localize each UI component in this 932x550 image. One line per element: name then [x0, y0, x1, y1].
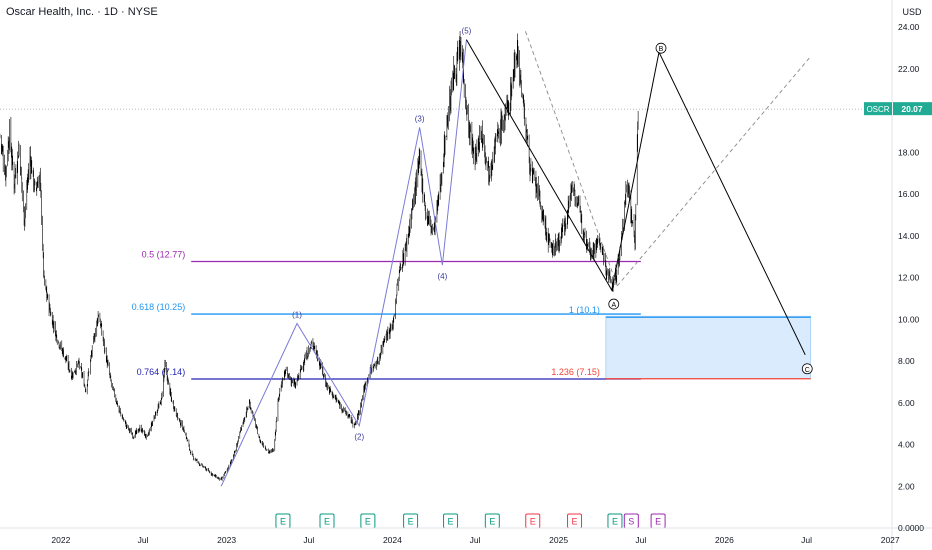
- time-tick-label: Jul: [801, 535, 812, 545]
- time-tick-label: 2027: [881, 535, 900, 545]
- correction-wave-label: A: [611, 302, 616, 309]
- target-zone: [605, 315, 812, 380]
- price-tick-label: 4.00: [898, 440, 915, 450]
- ticker-badge: [864, 102, 892, 116]
- price-tick-label: 14.00: [898, 231, 920, 241]
- time-tick-label: 2026: [715, 535, 734, 545]
- title-separator: ·: [97, 6, 101, 18]
- impulse-wave-label: (2): [354, 433, 364, 442]
- price-tick-label: 22.00: [898, 64, 920, 74]
- impulse-wave-label: (5): [462, 27, 472, 36]
- time-tick-label: 2025: [549, 535, 568, 545]
- exchange-label: NYSE: [127, 6, 158, 18]
- price-tick-label: 6.00: [898, 398, 915, 408]
- correction-wave-marker: [801, 363, 813, 375]
- chart-title: Oscar Health, Inc. · 1D · NYSE: [6, 6, 158, 18]
- earnings-marker-label: E: [448, 517, 454, 527]
- currency-label[interactable]: USD: [902, 7, 922, 17]
- price-tick-label: 12.00: [898, 273, 920, 283]
- earnings-marker-label: E: [280, 517, 286, 527]
- wave-labels: (1) (2) (3) (4) (5) A B C: [292, 27, 813, 442]
- earnings-marker-label: E: [408, 517, 414, 527]
- correction-wave-line: [466, 39, 806, 356]
- earnings-marker-label: E: [324, 517, 330, 527]
- time-tick-label: Jul: [138, 535, 149, 545]
- impulse-wave-label: (1): [292, 310, 302, 319]
- correction-wave-marker: [608, 298, 620, 310]
- impulse-wave-line: [220, 39, 467, 487]
- time-tick-label: Jul: [470, 535, 481, 545]
- price-tick-label: 24.00: [898, 22, 920, 32]
- earnings-marker-label: E: [530, 517, 536, 527]
- last-price-badge: [893, 102, 932, 116]
- earnings-marker-label: E: [612, 517, 618, 527]
- dashed-channel-line: [525, 31, 618, 287]
- interval-label[interactable]: 1D: [103, 6, 118, 18]
- fib-level-label: 0.5 (12.77): [142, 249, 186, 259]
- last-price-value: 20.07: [901, 104, 923, 114]
- fib-levels: 0.5 (12.77) 0.618 (10.25) 0.764 (7.14) 1 (1…: [132, 249, 811, 380]
- fib-level-label: 1.236 (7.15): [551, 367, 600, 377]
- wave-lines: [220, 31, 812, 487]
- time-tick-label: 2023: [217, 535, 236, 545]
- earnings-marker-label: E: [489, 517, 495, 527]
- impulse-wave-label: (4): [437, 272, 447, 281]
- price-tick-label: 8.00: [898, 356, 915, 366]
- dashed-channel-line: [616, 56, 812, 287]
- target-zone-box: [605, 315, 812, 380]
- price-tick-label: 18.00: [898, 147, 920, 157]
- price-tick-label: 16.00: [898, 189, 920, 199]
- time-tick-label: 2024: [383, 535, 402, 545]
- fib-level-label: 1 (10.1): [569, 305, 600, 315]
- price-tick-label: 2.00: [898, 481, 915, 491]
- time-tick-label: Jul: [303, 535, 314, 545]
- fib-level-label: 0.618 (10.25): [132, 302, 186, 312]
- earnings-marker-label: E: [365, 517, 371, 527]
- correction-wave-marker: [655, 42, 667, 54]
- fib-level-label: 0.764 (7.14): [137, 367, 186, 377]
- earnings-marker-label: E: [655, 517, 661, 527]
- correction-wave-label: C: [805, 367, 810, 374]
- earnings-marker-label: E: [572, 517, 578, 527]
- earnings-marker-label: S: [628, 517, 634, 527]
- symbol-name[interactable]: Oscar Health, Inc.: [6, 6, 95, 18]
- title-separator: ·: [120, 6, 125, 18]
- price-tick-label: 0.0000: [898, 523, 924, 533]
- candles: [0, 30, 639, 482]
- time-tick-label: Jul: [635, 535, 646, 545]
- ticker-badge-label: OSCR: [866, 105, 889, 114]
- impulse-wave-label: (3): [415, 114, 425, 123]
- time-tick-label: 2022: [51, 535, 70, 545]
- correction-wave-label: B: [659, 46, 664, 53]
- price-tick-label: 10.00: [898, 314, 920, 324]
